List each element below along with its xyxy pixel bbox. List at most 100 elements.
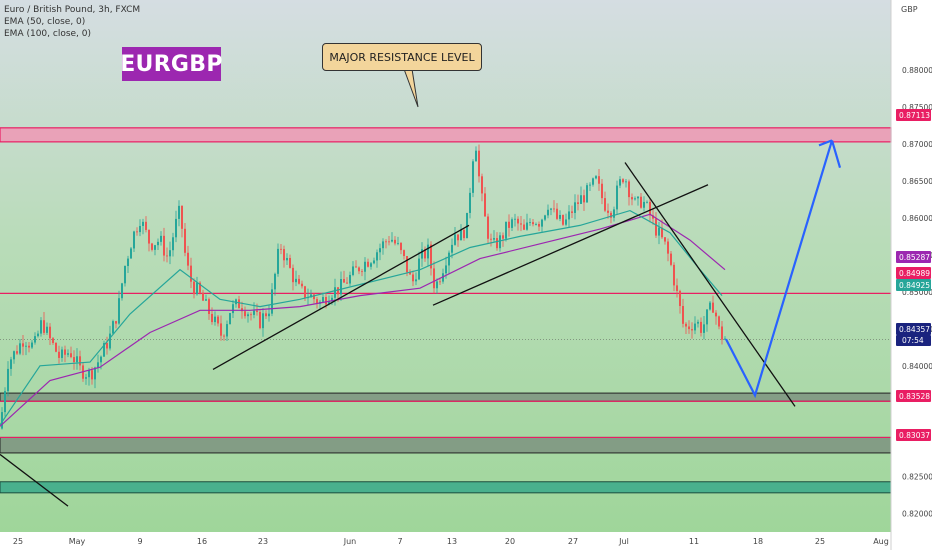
y-tick-label: 0.84000 xyxy=(902,362,932,371)
candle-body xyxy=(364,261,366,272)
x-tick-label: Aug xyxy=(873,537,889,546)
ema100-line[interactable] xyxy=(0,213,726,427)
countdown-tag xyxy=(896,335,931,346)
candle-body xyxy=(397,242,399,244)
candle-body xyxy=(604,198,606,211)
candle-body xyxy=(670,253,672,265)
price-tag[interactable] xyxy=(896,390,931,402)
candle-body xyxy=(226,324,228,337)
candle-body xyxy=(127,258,129,267)
candle-body xyxy=(655,218,657,236)
candle-body xyxy=(499,235,501,249)
support-zone[interactable] xyxy=(0,481,892,494)
countdown-label: 07:54 xyxy=(902,336,924,345)
candle-body xyxy=(64,349,66,355)
candle-body xyxy=(85,377,87,379)
candle-body xyxy=(271,289,273,314)
candle-body xyxy=(286,257,288,261)
candle-body xyxy=(322,297,324,302)
price-tag[interactable] xyxy=(896,279,931,291)
candle-body xyxy=(151,243,153,250)
candle-body xyxy=(619,179,621,186)
price-tag[interactable] xyxy=(896,109,931,121)
resistance-callout[interactable]: MAJOR RESISTANCE LEVEL xyxy=(322,43,482,71)
projection-path[interactable] xyxy=(725,140,834,399)
candle-body xyxy=(304,286,306,298)
candle-body xyxy=(58,351,60,358)
ema50-line[interactable] xyxy=(0,209,723,426)
candle-body xyxy=(121,283,123,299)
resistance-zone[interactable] xyxy=(0,127,892,143)
y-tick-label: 0.86000 xyxy=(902,214,932,223)
candle-body xyxy=(46,326,48,333)
candle-body xyxy=(334,287,336,298)
candle-body xyxy=(451,244,453,253)
candle-body xyxy=(445,265,447,274)
candle-body xyxy=(349,274,351,284)
candle-body xyxy=(310,294,312,298)
symbol-title[interactable]: Euro / British Pound, 3h, FXCM xyxy=(4,5,141,15)
price-tag[interactable] xyxy=(896,323,931,335)
y-tick-label: 0.87500 xyxy=(902,103,932,112)
price-tag-label: 0.84357 xyxy=(899,325,930,334)
candle-body xyxy=(337,287,339,295)
candle-body xyxy=(481,176,483,194)
y-tick-label: 0.87000 xyxy=(902,140,932,149)
x-tick-label: Jul xyxy=(618,537,629,546)
trendline[interactable] xyxy=(0,453,69,507)
instrument-badge[interactable]: EURGBP xyxy=(120,47,222,81)
candle-body xyxy=(706,309,708,325)
candle-body xyxy=(406,256,408,273)
candle-body xyxy=(541,219,543,227)
price-tag[interactable] xyxy=(896,429,931,441)
y-tick-label: 0.88000 xyxy=(902,66,932,75)
candle-body xyxy=(202,292,204,301)
candle-body xyxy=(400,242,402,251)
support-zone[interactable] xyxy=(0,392,892,402)
candle-body xyxy=(673,264,675,286)
ema100-label[interactable]: EMA (100, close, 0) xyxy=(4,29,92,39)
price-tag[interactable] xyxy=(896,267,931,279)
candle-body xyxy=(253,310,255,315)
candle-body xyxy=(454,234,456,245)
candle-body xyxy=(691,329,693,331)
support-zone[interactable] xyxy=(0,436,892,454)
candle-body xyxy=(679,290,681,306)
ema50-label[interactable]: EMA (50, close, 0) xyxy=(4,17,86,27)
price-tag[interactable] xyxy=(896,251,931,263)
candle-body xyxy=(403,250,405,257)
candle-body xyxy=(211,313,213,323)
candle-body xyxy=(139,225,141,233)
candle-body xyxy=(652,215,654,219)
candle-body xyxy=(583,195,585,203)
x-tick-label: Jun xyxy=(343,537,357,546)
candle-body xyxy=(523,224,525,230)
candle-body xyxy=(508,221,510,228)
candle-body xyxy=(550,208,552,210)
candle-body xyxy=(610,212,612,218)
candle-body xyxy=(217,316,219,324)
candle-body xyxy=(637,196,639,199)
candle-body xyxy=(559,215,561,219)
candle-body xyxy=(700,321,702,333)
candle-body xyxy=(115,321,117,324)
trendline[interactable] xyxy=(624,162,796,407)
trendline[interactable] xyxy=(432,184,709,306)
candle-body xyxy=(1,412,3,429)
candle-body xyxy=(172,237,174,251)
candle-body xyxy=(379,248,381,253)
candle-body xyxy=(496,238,498,249)
candle-body xyxy=(25,345,27,347)
candle-body xyxy=(466,212,468,239)
candle-body xyxy=(661,227,663,238)
candle-body xyxy=(220,323,222,336)
candle-body xyxy=(181,205,183,229)
candle-body xyxy=(298,278,300,284)
candle-body xyxy=(643,201,645,208)
candle-body xyxy=(571,211,573,213)
candle-body xyxy=(511,219,513,228)
trendline[interactable] xyxy=(212,224,470,371)
candle-body xyxy=(22,343,24,347)
